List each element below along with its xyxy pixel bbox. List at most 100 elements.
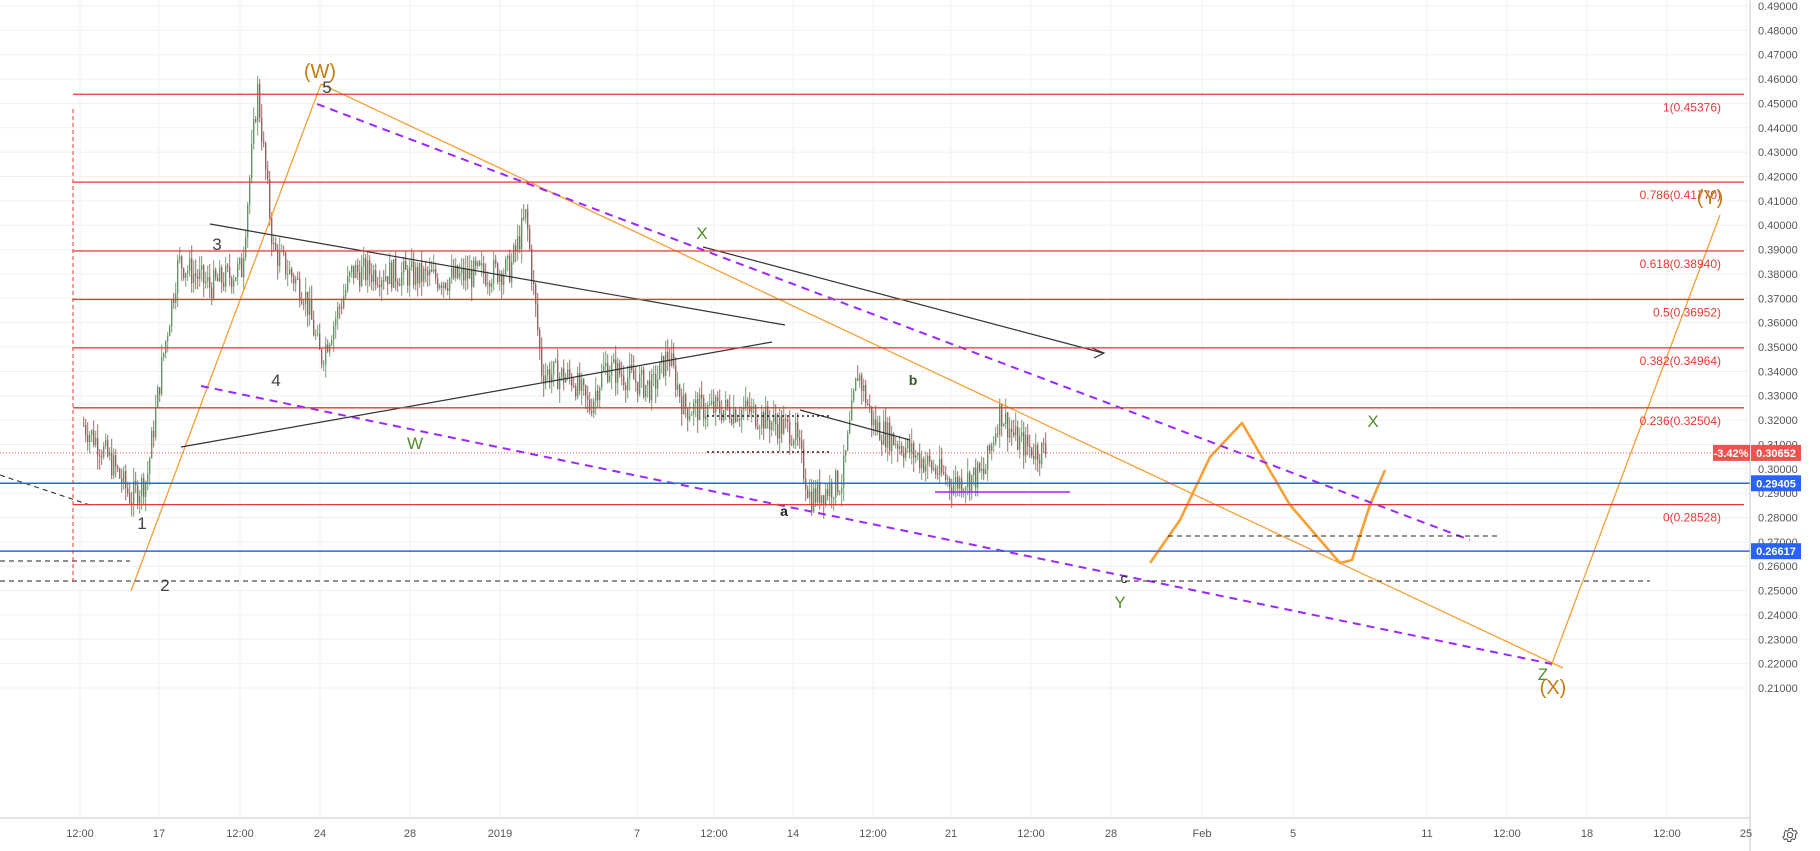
wave-label: c — [1121, 570, 1128, 586]
candle-body — [315, 334, 317, 336]
candle-body — [791, 444, 793, 446]
candle-body — [127, 488, 129, 494]
candle-body — [257, 84, 259, 122]
candle-body — [277, 249, 279, 267]
candle-body — [651, 374, 653, 401]
candle-body — [515, 245, 517, 251]
candle-body — [921, 458, 923, 469]
time-tick-label: Feb — [1193, 828, 1212, 840]
candle-body — [295, 278, 297, 284]
candle-body — [605, 363, 607, 366]
candle-body — [495, 259, 497, 264]
candle-body — [391, 262, 393, 288]
candle-body — [549, 369, 551, 383]
candle-body — [339, 306, 341, 308]
candle-body — [355, 265, 357, 278]
candle-body — [843, 455, 845, 488]
candle-body — [365, 258, 367, 281]
candle-body — [855, 378, 857, 391]
candle-body — [189, 258, 191, 271]
candle-body — [805, 478, 807, 490]
candle-body — [795, 422, 797, 440]
candle-body — [861, 375, 863, 391]
price-tick-label: 0.28000 — [1758, 513, 1798, 525]
price-axis[interactable]: 0.21000 0.22000 0.23000 0.24000 0.25000 0.260… — [1758, 1, 1798, 695]
candle-body — [713, 400, 715, 413]
candle-body — [677, 384, 679, 390]
candle-body — [577, 372, 579, 397]
candle-body — [461, 268, 463, 273]
candle-body — [909, 440, 911, 453]
time-tick-label: 18 — [1581, 828, 1593, 840]
candle-body — [537, 304, 539, 330]
candle-body — [837, 470, 839, 493]
candle-body — [591, 411, 593, 414]
chart-drawings — [0, 83, 1750, 669]
price-tick-label: 0.43000 — [1758, 147, 1798, 159]
candle-body — [587, 396, 589, 400]
candle-body — [181, 256, 183, 269]
candle-body — [333, 325, 335, 340]
candle-body — [863, 385, 865, 391]
candle-body — [507, 255, 509, 259]
candle-body — [827, 489, 829, 497]
candle-body — [203, 265, 205, 283]
time-axis[interactable]: 12:00 17 12:00 24 28 2019 7 12:00 14 12:00 21 12:00… — [66, 828, 1752, 840]
candle-body — [535, 284, 537, 305]
candle-body — [823, 495, 825, 505]
price-badge-text: 0.30652 — [1756, 448, 1796, 460]
candle-body — [991, 444, 993, 451]
candle-body — [871, 406, 873, 426]
candle-body — [479, 261, 481, 266]
candle-body — [845, 450, 847, 456]
price-tick-label: 0.32000 — [1758, 415, 1798, 427]
candle-body — [415, 266, 417, 285]
time-tick-label: 17 — [153, 828, 165, 840]
candle-body — [227, 265, 229, 267]
candle-body — [381, 280, 383, 288]
wave-label: Y — [1114, 593, 1125, 612]
candle-body — [177, 259, 179, 294]
candle-body — [97, 437, 99, 456]
candle-body — [237, 264, 239, 278]
time-tick-label: 28 — [1105, 828, 1117, 840]
candle-body — [821, 495, 823, 504]
wave-label: X — [1367, 412, 1378, 431]
fib-level-label: 0(0.28528) — [1663, 511, 1721, 525]
candle-body — [485, 273, 487, 285]
time-tick-label: 12:00 — [1653, 828, 1681, 840]
candle-body — [399, 284, 401, 286]
wave-projection-line — [320, 83, 1564, 669]
candle-body — [915, 455, 917, 458]
candle-body — [721, 413, 723, 421]
candle-body — [155, 407, 157, 438]
wave-label: (X) — [1540, 677, 1567, 699]
candle-body — [717, 397, 719, 402]
candle-body — [319, 333, 321, 350]
settings-button[interactable] — [1778, 823, 1802, 847]
candle-body — [739, 419, 741, 421]
candle-body — [905, 447, 907, 458]
candle-body — [875, 419, 877, 431]
candle-body — [829, 483, 831, 497]
candle-body — [553, 361, 555, 375]
candle-body — [801, 440, 803, 449]
candle-body — [1033, 456, 1035, 460]
candle-body — [961, 478, 963, 493]
wave-label: (W) — [304, 61, 336, 83]
candle-body — [775, 414, 777, 425]
wave-label: Z — [1538, 665, 1548, 684]
candle-body — [499, 273, 501, 283]
candle-body — [963, 489, 965, 493]
candle-body — [833, 497, 835, 499]
candle-body — [897, 444, 899, 449]
candle-body — [501, 273, 503, 285]
candle-body — [243, 257, 245, 278]
candle-body — [559, 376, 561, 390]
candle-body — [655, 373, 657, 389]
candle-body — [179, 256, 181, 260]
price-tick-label: 0.49000 — [1758, 1, 1798, 13]
candle-body — [943, 472, 945, 474]
candle-body — [753, 405, 755, 407]
